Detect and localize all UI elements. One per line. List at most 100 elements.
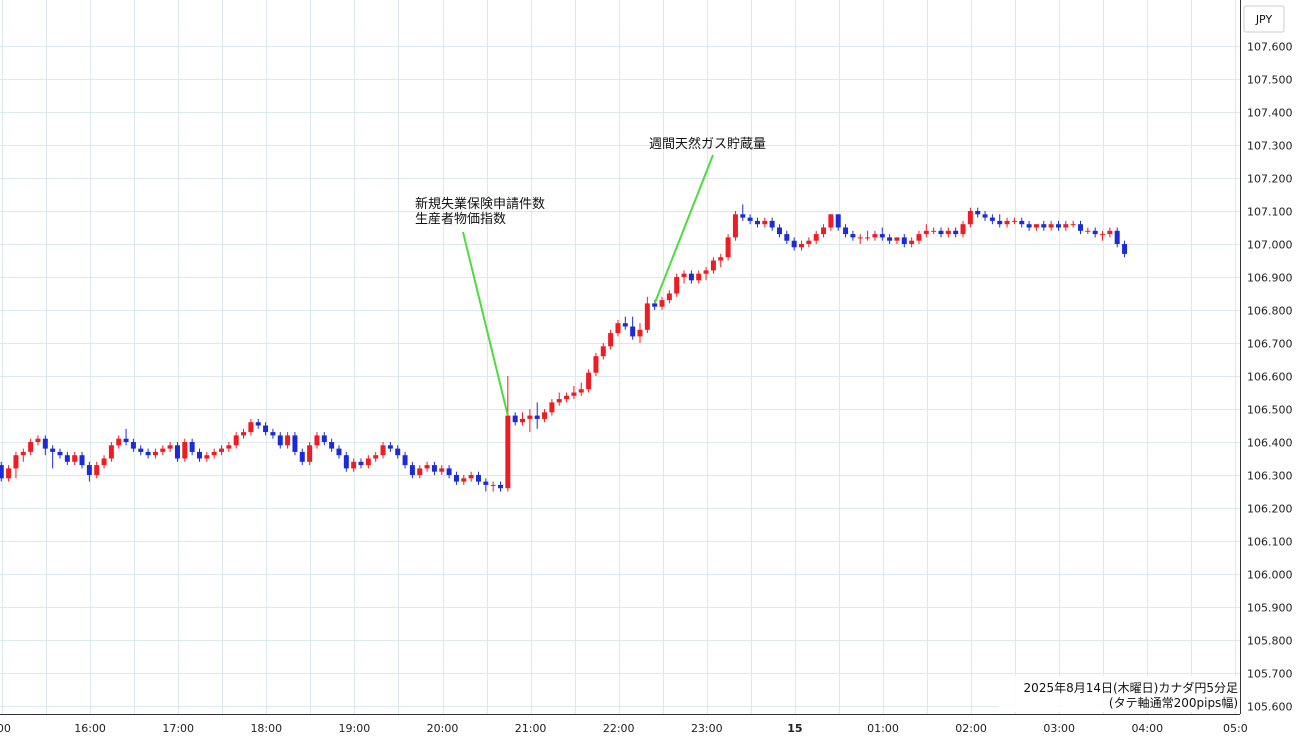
candle	[196, 448, 202, 462]
candle	[791, 237, 797, 251]
y-tick-label: 106.700	[1247, 338, 1293, 351]
y-tick-label: 107.600	[1247, 41, 1293, 54]
candle	[1055, 220, 1061, 231]
candle	[931, 227, 937, 235]
candle	[1041, 220, 1047, 231]
candle	[174, 442, 180, 462]
candle	[703, 267, 709, 281]
candle	[1122, 240, 1128, 258]
annotation-label: 新規失業保険申請件数	[415, 196, 545, 212]
candle	[512, 412, 518, 426]
candle	[101, 455, 107, 469]
candle	[0, 461, 4, 482]
candle	[1033, 224, 1039, 231]
candle	[152, 448, 158, 459]
candle	[821, 224, 827, 238]
x-tick-label: 18:00	[250, 722, 282, 735]
candle	[204, 451, 210, 462]
candle	[446, 465, 452, 479]
candle	[431, 461, 437, 475]
candle	[865, 230, 871, 241]
candle	[754, 217, 760, 228]
y-tick-label: 107.000	[1247, 239, 1293, 252]
y-tick-label: 105.800	[1247, 635, 1293, 648]
x-tick-label: 04:00	[1131, 722, 1163, 735]
candle	[975, 207, 981, 218]
candle	[86, 461, 92, 482]
candle	[255, 418, 261, 429]
candle	[1107, 227, 1113, 238]
candle	[475, 471, 481, 485]
candle	[894, 237, 900, 244]
candle	[395, 445, 401, 459]
candle	[578, 382, 584, 396]
candle	[211, 448, 217, 459]
candle	[219, 445, 225, 456]
candle	[1063, 220, 1069, 231]
candle	[923, 224, 929, 238]
y-tick-label: 106.800	[1247, 305, 1293, 318]
candle	[285, 432, 291, 449]
candle	[189, 438, 195, 456]
candle	[424, 461, 430, 472]
candle	[248, 418, 254, 436]
candle	[417, 465, 423, 479]
candle	[806, 237, 812, 248]
caption-line-1: 2025年8月14日(木曜日)カナダ円5分足	[1024, 680, 1238, 695]
x-tick-label: 03:00	[1043, 722, 1075, 735]
y-tick-label: 106.300	[1247, 470, 1293, 483]
candle	[453, 471, 459, 485]
candle	[681, 270, 687, 284]
candle	[233, 432, 239, 449]
candle	[967, 207, 973, 228]
candle	[813, 230, 819, 244]
candle	[843, 224, 849, 238]
candle	[564, 392, 570, 403]
x-tick-label: 16:00	[74, 722, 106, 735]
candle	[982, 211, 988, 221]
candle	[593, 352, 599, 376]
candle	[608, 329, 614, 350]
candle	[938, 227, 944, 238]
x-tick-label: 23:00	[691, 722, 723, 735]
candle	[6, 465, 12, 482]
candle	[1011, 217, 1017, 225]
candle	[343, 451, 349, 472]
candle	[1048, 220, 1054, 231]
candle	[79, 451, 85, 469]
x-tick-label: :00	[0, 722, 11, 735]
annotation: 週間天然ガス貯蔵量	[649, 136, 766, 304]
candle	[571, 385, 577, 400]
candle	[953, 227, 959, 238]
candle	[615, 319, 621, 337]
candle	[828, 214, 834, 231]
y-tick-label: 106.900	[1247, 272, 1293, 285]
candle	[696, 270, 702, 284]
candle	[637, 323, 643, 343]
candle	[989, 214, 995, 225]
candle	[600, 343, 606, 360]
candle	[336, 445, 342, 459]
candle	[857, 234, 863, 244]
candle	[138, 445, 144, 456]
candle	[402, 451, 408, 469]
candle	[241, 428, 247, 439]
candle	[28, 438, 34, 456]
candle	[130, 438, 136, 452]
x-tick-label: 01:00	[867, 722, 899, 735]
candle	[145, 448, 151, 459]
candle	[960, 220, 966, 238]
y-tick-label: 106.400	[1247, 437, 1293, 450]
x-axis: :00 16:00 17:00 18:00 19:00 20:00 21:00 22:00 23…	[0, 722, 1248, 735]
candle	[945, 227, 951, 238]
x-tick-label: 05:0	[1223, 722, 1248, 735]
candle	[747, 214, 753, 225]
candle	[909, 237, 915, 248]
x-tick-label: 22:00	[603, 722, 635, 735]
candle	[468, 471, 474, 482]
x-tick-label: 19:00	[339, 722, 371, 735]
candle	[299, 448, 305, 466]
candle	[329, 438, 335, 452]
candle	[373, 451, 379, 462]
